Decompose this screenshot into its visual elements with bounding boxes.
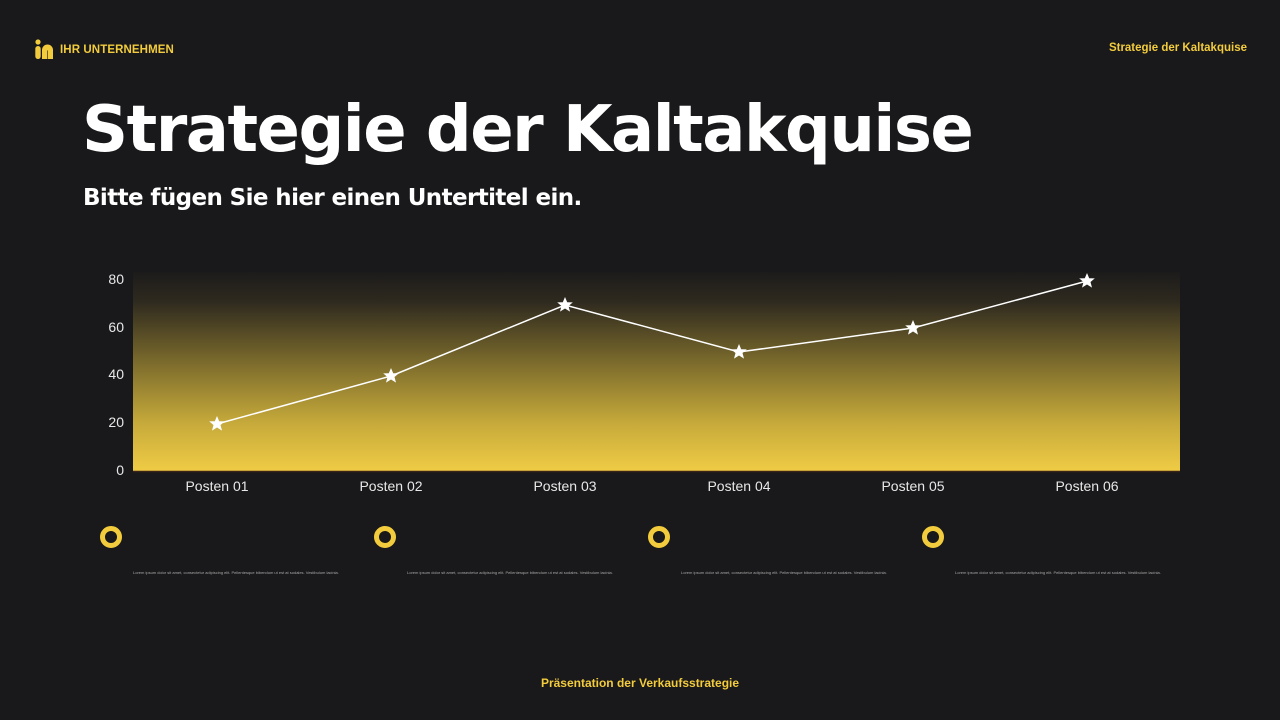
note-text: Lorem ipsum dolor sit amet, consectetur …	[681, 570, 887, 575]
company-name: IHR UNTERNEHMEN	[60, 43, 174, 56]
ring-icon	[374, 526, 396, 548]
svg-text:Posten 05: Posten 05	[881, 478, 944, 494]
slide-title: Strategie der Kaltakquise	[82, 93, 974, 167]
note-text: Lorem ipsum dolor sit amet, consectetur …	[407, 570, 613, 575]
plot-area	[133, 272, 1180, 471]
svg-text:60: 60	[108, 319, 124, 335]
ring-icon	[100, 526, 122, 548]
company-logo: IHR UNTERNEHMEN	[34, 39, 174, 60]
svg-text:80: 80	[108, 271, 124, 287]
svg-text:Posten 06: Posten 06	[1055, 478, 1118, 494]
slide-subtitle: Bitte fügen Sie hier einen Untertitel ei…	[83, 185, 582, 211]
header-topic: Strategie der Kaltakquise	[1108, 42, 1247, 54]
svg-text:Posten 04: Posten 04	[707, 478, 770, 494]
x-axis-labels: Posten 01 Posten 02 Posten 03 Posten 04 …	[185, 478, 1118, 494]
svg-text:0: 0	[116, 462, 124, 478]
footer-text: Präsentation der Verkaufsstrategie	[540, 676, 740, 690]
svg-text:Posten 02: Posten 02	[359, 478, 422, 494]
series-line	[216, 280, 1088, 425]
ring-icon	[648, 526, 670, 548]
svg-text:Posten 03: Posten 03	[533, 478, 596, 494]
note-text: Lorem ipsum dolor sit amet, consectetur …	[955, 570, 1161, 575]
note-text: Lorem ipsum dolor sit amet, consectetur …	[133, 570, 339, 575]
svg-text:40: 40	[108, 366, 124, 382]
svg-text:Posten 01: Posten 01	[185, 478, 248, 494]
y-axis-ticks: 0 20 40 60 80	[108, 271, 124, 478]
in-logo-icon	[35, 39, 53, 59]
svg-text:20: 20	[108, 414, 124, 430]
ring-icon	[922, 526, 944, 548]
